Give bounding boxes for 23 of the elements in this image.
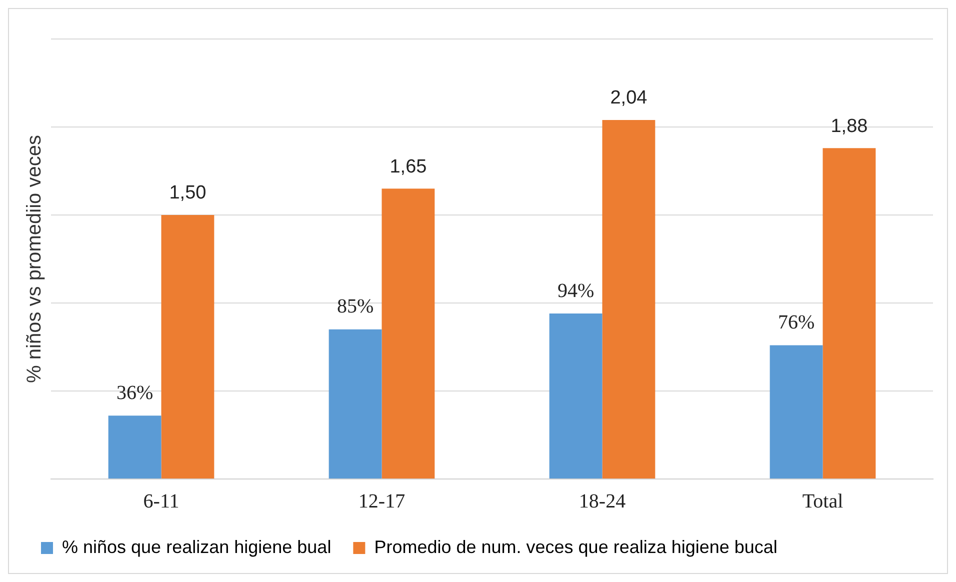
legend-label: % niños que realizan higiene bual	[62, 536, 332, 557]
x-tick-label: 12-17	[358, 490, 406, 512]
data-label: 1,88	[830, 116, 868, 137]
data-label: 2,04	[610, 88, 648, 109]
bar	[328, 329, 382, 478]
bar	[770, 345, 823, 478]
bar	[161, 215, 214, 478]
x-tick-label: Total	[802, 490, 844, 512]
x-tick-label: 18-24	[578, 490, 626, 512]
bar	[108, 416, 162, 478]
data-label: 36%	[116, 382, 154, 404]
bar	[382, 188, 435, 478]
x-tick-label: 6-11	[143, 490, 180, 512]
data-label: 76%	[778, 311, 815, 334]
data-label: 85%	[336, 296, 374, 318]
bar	[822, 148, 876, 478]
legend-label: Promedio de num. veces que realiza higiene bucal	[374, 536, 778, 557]
data-label: 1,50	[169, 182, 206, 204]
bar	[549, 314, 602, 478]
data-label: 1,65	[390, 156, 427, 178]
y-axis-title: % niños vs promediio veces	[24, 135, 46, 383]
data-label: 94%	[557, 280, 594, 302]
bar	[602, 120, 656, 478]
